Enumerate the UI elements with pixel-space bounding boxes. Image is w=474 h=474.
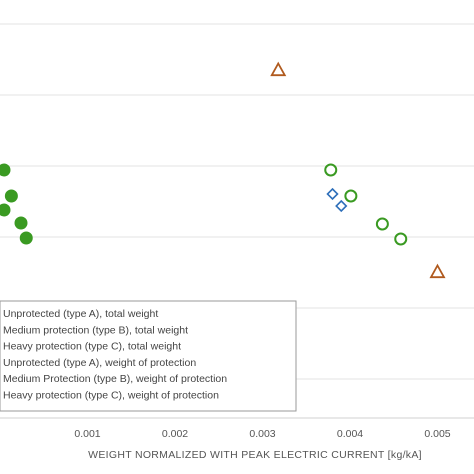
data-point: [326, 187, 339, 201]
data-point: [0, 163, 11, 177]
legend-entry: Unprotected (type A), total weight: [3, 308, 158, 320]
legend-entry: Heavy protection (type C), total weight: [3, 341, 181, 353]
data-point: [19, 231, 33, 245]
data-point: [375, 217, 389, 231]
legend-entry: Medium Protection (type B), weight of pr…: [3, 373, 227, 385]
data-point: [335, 199, 348, 213]
data-points: [0, 61, 446, 279]
data-point: [429, 263, 446, 279]
data-point: [394, 232, 408, 246]
x-tick-label: 0.003: [249, 428, 275, 440]
x-axis-label: WEIGHT NORMALIZED WITH PEAK ELECTRIC CUR…: [88, 449, 422, 461]
data-point: [14, 216, 28, 230]
data-point: [324, 163, 338, 177]
legend: Unprotected (type A), total weight Medium…: [0, 300, 297, 412]
x-axis-ticks: 0.001 0.002 0.003 0.004 0.005: [74, 428, 450, 440]
legend-entry: Heavy protection (type C), weight of pro…: [3, 390, 219, 402]
data-point: [270, 61, 287, 77]
data-point: [0, 203, 11, 217]
x-tick-label: 0.002: [162, 428, 188, 440]
legend-entry: Medium protection (type B), total weight: [3, 324, 188, 336]
x-tick-label: 0.004: [337, 428, 363, 440]
x-tick-label: 0.001: [74, 428, 100, 440]
data-point: [344, 189, 358, 203]
legend-box: [0, 300, 297, 412]
data-point: [4, 189, 18, 203]
legend-entry: Unprotected (type A), weight of protecti…: [3, 357, 196, 369]
x-tick-label: 0.005: [424, 428, 450, 440]
